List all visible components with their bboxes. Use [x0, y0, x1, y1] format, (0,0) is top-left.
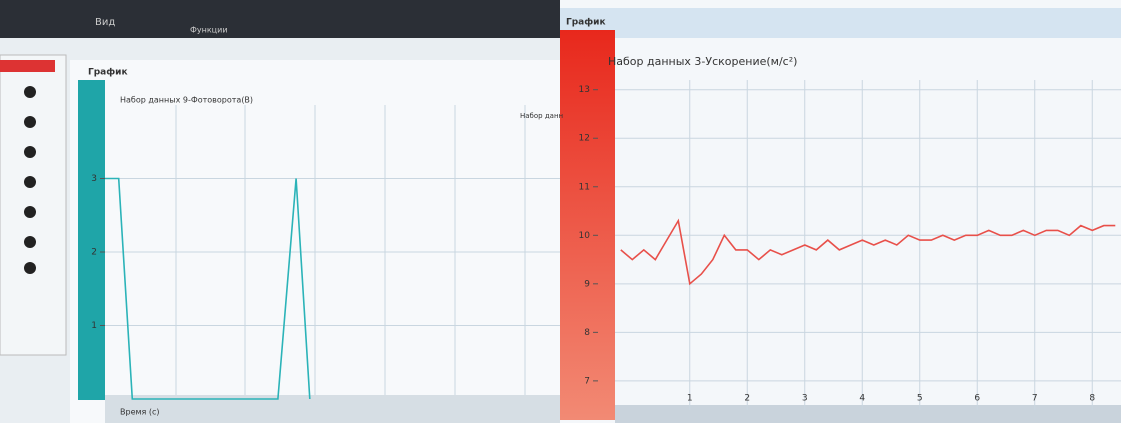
x-tick-label: 6 [974, 394, 980, 404]
y-axis-bar [78, 80, 105, 400]
y-tick-label: 3 [91, 174, 97, 184]
menu-item[interactable]: Вид [95, 17, 115, 28]
data-line [620, 218, 1116, 286]
y-tick-label: 2 [91, 248, 97, 258]
x-tick-label: 8 [1089, 394, 1095, 404]
x-tick-label: 2 [744, 394, 750, 404]
close-button[interactable] [0, 60, 55, 72]
grid-decor [175, 105, 526, 395]
right-screen [560, 0, 1121, 423]
panel-title: График [566, 18, 606, 28]
x-axis-bar [615, 405, 1121, 423]
menu-item[interactable]: Функции [190, 26, 228, 35]
y-tick-label: 9 [584, 279, 590, 289]
panel-title: График [88, 68, 128, 78]
x-tick-label: 4 [859, 394, 865, 404]
y-tick-label: 10 [579, 231, 591, 241]
x-axis-label: Время (с) [120, 408, 160, 417]
menu-bar [0, 0, 560, 38]
dataset-title: Набор данных 3-Ускорение(м/с²) [608, 55, 797, 68]
x-tick-label: 7 [1032, 394, 1038, 404]
y-tick-label: 13 [579, 85, 590, 95]
y-tick-label: 12 [579, 134, 590, 144]
y-tick-label: 1 [91, 321, 97, 331]
y-tick-label: 7 [584, 376, 590, 386]
data-line [105, 177, 311, 400]
sidebar [0, 54, 67, 356]
y-tick-label: 11 [579, 182, 590, 192]
dataset-title: Набор данных 9-Фотоворота(В) [120, 96, 253, 105]
x-tick-label: 3 [802, 394, 808, 404]
x-tick-label: 5 [917, 394, 923, 404]
y-axis-bar [560, 30, 615, 420]
x-tick-label: 1 [687, 394, 693, 404]
annotation: Набор данн [520, 112, 563, 120]
title-bar [560, 8, 1121, 38]
y-tick-label: 8 [584, 328, 590, 338]
gear-icons [24, 86, 36, 274]
